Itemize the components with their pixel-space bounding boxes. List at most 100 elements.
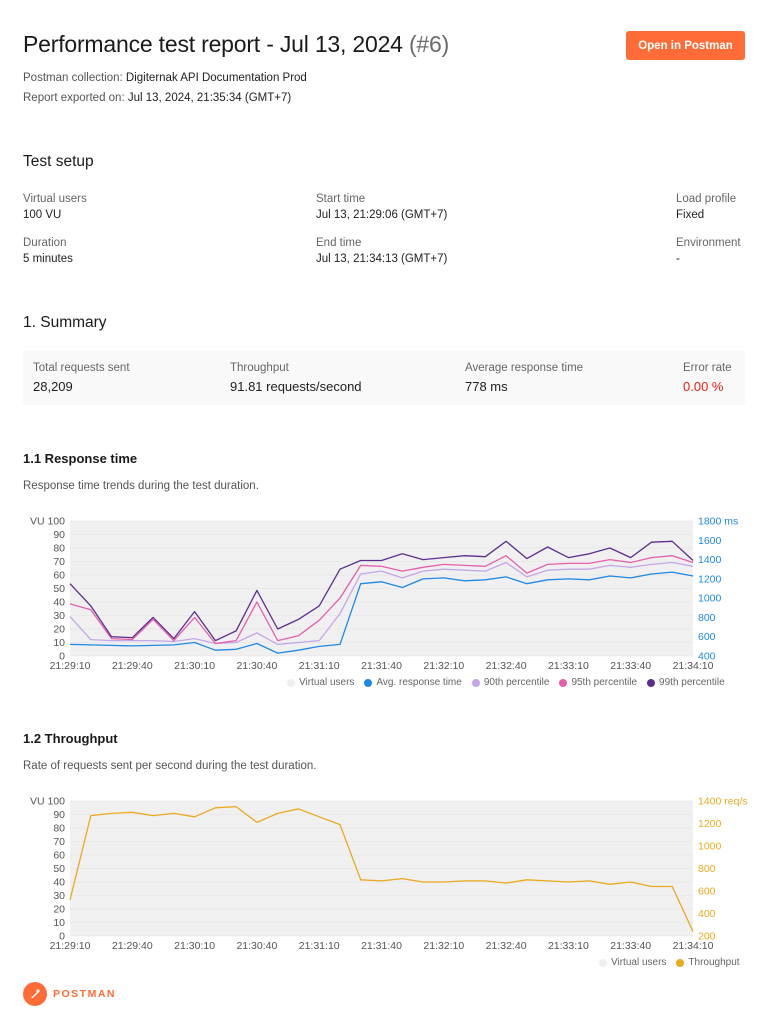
end-time-label: End time (316, 237, 362, 249)
tp-y-left-tick: 50 (53, 863, 65, 875)
rt-x-tick: 21:33:40 (610, 660, 651, 670)
rt-y-right-tick: 800 (698, 612, 716, 624)
legend-p95-text: 95th percentile (571, 677, 638, 688)
response-time-legend: Virtual users Avg. response time 90th pe… (287, 677, 725, 688)
tp-x-tick: 21:33:10 (548, 940, 589, 950)
exported-value: Jul 13, 2024, 21:35:34 (GMT+7) (127, 92, 292, 104)
rt-y-left-tick: 90 (53, 529, 65, 541)
avg-response-value: 778 ms (465, 379, 508, 394)
rt-x-tick: 21:33:10 (548, 660, 589, 670)
start-time-label: Start time (316, 193, 366, 205)
legend-virtual-users: Virtual users (287, 677, 354, 688)
rt-y-left-tick: 80 (53, 543, 65, 555)
tp-y-left-tick: 90 (53, 809, 65, 821)
tp-y-right-tick: 200 (698, 931, 716, 943)
throughput-label: Throughput (230, 362, 289, 374)
postman-rocket-icon (23, 982, 47, 1006)
duration-value: 5 minutes (23, 253, 73, 265)
tp-x-tick: 21:31:10 (299, 940, 340, 950)
rt-x-tick: 21:29:40 (112, 660, 153, 670)
response-time-description: Response time trends during the test dur… (23, 480, 259, 492)
rt-line-90th-percentile (69, 561, 694, 646)
legend-avg: Avg. response time (364, 677, 462, 688)
legend2-dot-throughput (676, 958, 685, 967)
rt-x-tick: 21:31:10 (299, 660, 340, 670)
load-profile-label: Load profile (676, 193, 737, 205)
legend2-throughput-text: Throughput (688, 957, 740, 968)
exported-line: Report exported on: Jul 13, 2024, 21:35:… (23, 92, 291, 104)
tp-y-left-tick: 80 (53, 823, 65, 835)
rt-line-99th-percentile (69, 540, 694, 642)
rt-y-right-tick: 1000 (698, 593, 722, 605)
virtual-users-value: 100 VU (23, 209, 62, 221)
rt-line-95th-percentile (69, 555, 694, 645)
run-number: (#6) (408, 31, 450, 57)
legend-dot-p99 (647, 678, 656, 687)
tp-y-left-tick: 20 (53, 904, 65, 916)
legend2-dot-virtual-users (599, 958, 607, 967)
throughput-heading: 1.2 Throughput (23, 731, 118, 746)
tp-y-right-tick: 1000 (698, 841, 722, 853)
total-requests-value: 28,209 (33, 379, 73, 394)
rt-x-tick: 21:31:40 (361, 660, 402, 670)
rt-y-left-tick: 10 (53, 637, 65, 649)
tp-x-tick: 21:30:40 (236, 940, 277, 950)
postman-logo: POSTMAN (23, 982, 116, 1006)
tp-x-tick: 21:29:40 (112, 940, 153, 950)
rt-y-right-tick: 400 (698, 651, 716, 663)
tp-y-left-tick: VU 100 (30, 796, 65, 808)
error-rate-label: Error rate (683, 362, 732, 374)
rt-y-left-tick: 0 (59, 651, 65, 663)
legend-avg-text: Avg. response time (376, 677, 462, 688)
tp-y-left-tick: 30 (53, 890, 65, 902)
rt-x-tick: 21:29:10 (50, 660, 91, 670)
total-requests-label: Total requests sent (33, 362, 130, 374)
rt-y-left-tick: 20 (53, 624, 65, 636)
rt-x-tick: 21:34:10 (673, 660, 714, 670)
rt-y-right-tick: 1800 ms (698, 516, 738, 528)
environment-value: - (676, 253, 680, 265)
rt-x-tick: 21:32:10 (423, 660, 464, 670)
tp-y-left-tick: 10 (53, 917, 65, 929)
error-rate-value: 0.00 % (683, 379, 724, 394)
legend-dot-p90 (471, 678, 480, 687)
duration-label: Duration (23, 237, 67, 249)
tp-x-tick: 21:32:40 (486, 940, 527, 950)
rt-y-left-tick: 60 (53, 570, 65, 582)
rt-y-right-tick: 1200 (698, 573, 722, 585)
legend-dot-virtual-users (287, 678, 295, 687)
tp-x-tick: 21:31:40 (361, 940, 402, 950)
load-profile-value: Fixed (676, 209, 705, 221)
collection-value: Digiternak API Documentation Prod (125, 72, 307, 84)
legend-p99-text: 99th percentile (659, 677, 725, 688)
tp-x-tick: 21:30:10 (174, 940, 215, 950)
rt-y-left-tick: 40 (53, 597, 65, 609)
tp-line-throughput (69, 805, 694, 932)
rt-y-left-tick: 50 (53, 583, 65, 595)
legend-p90-text: 90th percentile (483, 677, 550, 688)
end-time-value: Jul 13, 21:34:13 (GMT+7) (316, 253, 448, 265)
page-title: Performance test report - Jul 13, 2024 (… (23, 31, 449, 58)
legend-p90: 90th percentile (471, 677, 550, 688)
summary-box: Total requests sent 28,209 Throughput 91… (23, 350, 745, 405)
throughput-value: 91.81 requests/second (230, 379, 362, 394)
open-in-postman-button[interactable]: Open in Postman (626, 31, 745, 60)
tp-y-right-tick: 1400 req/s (698, 796, 748, 808)
postman-logo-text: POSTMAN (53, 988, 116, 1000)
rt-x-tick: 21:30:40 (236, 660, 277, 670)
rt-y-right-tick: 600 (698, 631, 716, 643)
test-setup-heading: Test setup (23, 153, 94, 170)
legend-dot-avg (364, 678, 373, 687)
collection-line: Postman collection: Digiternak API Docum… (23, 72, 307, 84)
rt-y-right-tick: 1600 (698, 535, 722, 547)
collection-label: Postman collection: (23, 72, 123, 84)
legend2-throughput: Throughput (676, 957, 740, 968)
tp-x-tick: 21:29:10 (50, 940, 91, 950)
virtual-users-label: Virtual users (23, 193, 87, 205)
title-text: Performance test report - Jul 13, 2024 (23, 31, 403, 57)
exported-label: Report exported on: (23, 92, 125, 104)
throughput-description: Rate of requests sent per second during … (23, 760, 317, 772)
response-time-heading: 1.1 Response time (23, 451, 138, 466)
rt-y-right-tick: 1400 (698, 554, 722, 566)
rt-y-left-tick: 30 (53, 610, 65, 622)
